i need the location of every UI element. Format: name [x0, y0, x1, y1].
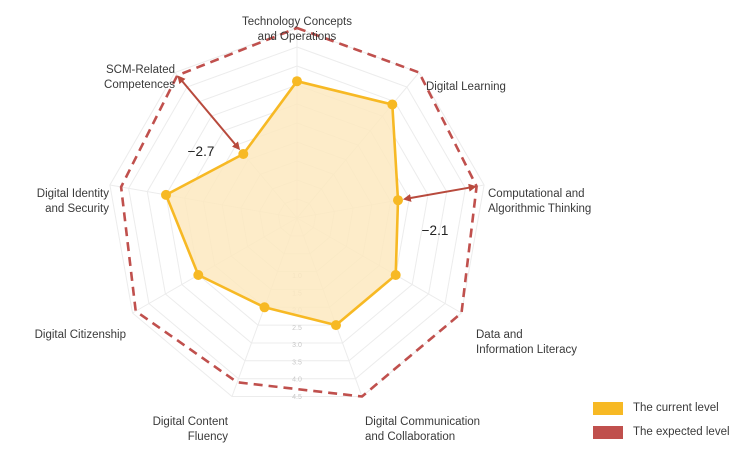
- point-current: [292, 76, 302, 87]
- point-current: [161, 189, 171, 200]
- gap-label: −2.7: [188, 144, 215, 159]
- tick-label: 4.0: [292, 377, 302, 384]
- axis-label: Technology Concepts and Operations: [242, 16, 352, 43]
- axis-label: Digital Identity and Security: [37, 188, 109, 215]
- gap-arrow: [402, 183, 477, 202]
- point-current: [387, 99, 398, 110]
- point-current: [238, 149, 249, 159]
- grid-ring: [128, 46, 466, 380]
- axis-label-line: Digital Citizenship: [35, 329, 126, 341]
- series-current-area: [164, 79, 400, 327]
- gap-arrow: [177, 75, 241, 151]
- grid-ring: [165, 84, 429, 344]
- point-current: [193, 270, 204, 280]
- axis-label-line: Competences: [104, 79, 175, 91]
- axis-label: Digital Learning: [426, 81, 506, 93]
- legend: The current level The expected level: [593, 397, 730, 445]
- axis-label-line: and Collaboration: [365, 431, 455, 443]
- axis-label-line: and Security: [45, 203, 109, 215]
- tick-label: 4.5: [292, 394, 302, 401]
- axis-label-line: SCM-Related: [106, 64, 175, 76]
- axis-label: Computational and Algorithmic Thinking: [488, 188, 591, 215]
- legend-item-current: The current level: [593, 397, 730, 419]
- axis-label-line: Computational and: [488, 188, 585, 200]
- axis-label-line: Digital Communication: [365, 416, 480, 428]
- axis-label-line: Algorithmic Thinking: [488, 203, 591, 215]
- axis-label-line: Information Literacy: [476, 344, 577, 356]
- tick-label: 3.5: [292, 359, 302, 366]
- legend-label-current: The current level: [633, 402, 719, 414]
- point-current: [259, 302, 270, 313]
- axis-label-line: Digital Identity: [37, 188, 109, 200]
- tick-label: 3.0: [292, 342, 302, 349]
- axis-label: Digital Communication and Collaboration: [365, 416, 480, 443]
- point-current: [393, 195, 403, 206]
- axis-label: Digital Citizenship: [35, 329, 126, 341]
- axis-label: Data and Information Literacy: [476, 329, 577, 356]
- axis-label-line: and Operations: [258, 31, 337, 43]
- legend-swatch-expected: [593, 425, 623, 439]
- axis-label-line: Technology Concepts: [242, 16, 352, 28]
- gap-annotations: −2.7 −2.1: [177, 75, 477, 238]
- gap-label: −2.1: [422, 223, 449, 238]
- grid-ring: [146, 65, 448, 362]
- axis-label-line: Digital Learning: [426, 81, 506, 93]
- tick-label: 2.5: [292, 325, 302, 332]
- axis-label-line: Data and: [476, 329, 523, 341]
- axis-label-line: Fluency: [188, 431, 229, 443]
- legend-label-expected: The expected level: [633, 426, 730, 438]
- axis-labels: Technology Concepts and Operations Digital…: [35, 16, 592, 443]
- legend-swatch-current: [593, 401, 623, 415]
- point-current: [331, 320, 341, 331]
- point-current: [390, 270, 401, 280]
- series-expected-line: [119, 26, 478, 398]
- grid-ring: [109, 27, 485, 397]
- axis-label-line: Digital Content: [153, 416, 229, 428]
- radar-series: [119, 26, 478, 398]
- legend-item-expected: The expected level: [593, 421, 730, 443]
- axis-label: SCM-Related Competences: [104, 64, 175, 91]
- axis-label: Digital Content Fluency: [153, 416, 229, 443]
